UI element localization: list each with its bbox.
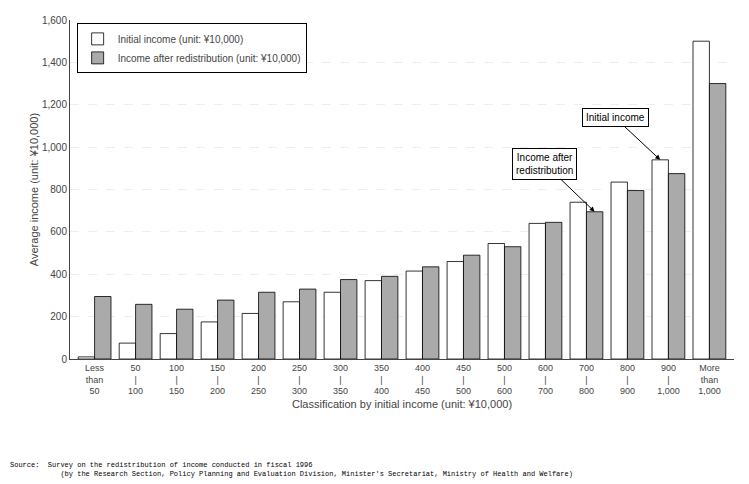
svg-text:Average income (unit: ¥10,000): Average income (unit: ¥10,000): [28, 113, 40, 266]
svg-text:Initial income: Initial income: [586, 112, 645, 123]
svg-text:200|250: 200|250: [251, 363, 266, 396]
svg-text:Morethan1,000: Morethan1,000: [698, 363, 721, 396]
svg-text:1,000: 1,000: [42, 142, 67, 153]
svg-text:150|200: 150|200: [210, 363, 225, 396]
svg-text:900|1,000: 900|1,000: [657, 363, 680, 396]
svg-text:100|150: 100|150: [169, 363, 184, 396]
svg-text:Classification by initial inco: Classification by initial income (unit: …: [292, 398, 512, 410]
svg-text:Income afterredistribution: Income afterredistribution: [516, 152, 573, 176]
svg-text:Income after redistribution (u: Income after redistribution (unit: ¥10,0…: [118, 53, 301, 64]
svg-text:50|100: 50|100: [128, 363, 143, 396]
svg-text:Initial income (unit: ¥10,000): Initial income (unit: ¥10,000): [118, 34, 244, 45]
svg-text:1,200: 1,200: [42, 99, 67, 110]
svg-text:800: 800: [50, 184, 67, 195]
svg-text:300|350: 300|350: [333, 363, 348, 396]
svg-text:400|450: 400|450: [415, 363, 430, 396]
svg-text:600: 600: [50, 226, 67, 237]
svg-text:1,600: 1,600: [42, 15, 67, 26]
svg-text:350|400: 350|400: [374, 363, 389, 396]
svg-text:700|800: 700|800: [579, 363, 594, 396]
svg-text:Source: Survey on the redistr: Source: Survey on the redistribution of …: [10, 461, 573, 478]
svg-text:500|600: 500|600: [497, 363, 512, 396]
svg-text:800|900: 800|900: [620, 363, 635, 396]
svg-text:250|300: 250|300: [292, 363, 307, 396]
svg-text:200: 200: [50, 311, 67, 322]
svg-text:Lessthan50: Lessthan50: [85, 363, 105, 396]
svg-text:450|500: 450|500: [456, 363, 471, 396]
svg-text:600|700: 600|700: [538, 363, 553, 396]
svg-text:400: 400: [50, 269, 67, 280]
svg-text:0: 0: [61, 354, 67, 365]
svg-text:1,400: 1,400: [42, 57, 67, 68]
